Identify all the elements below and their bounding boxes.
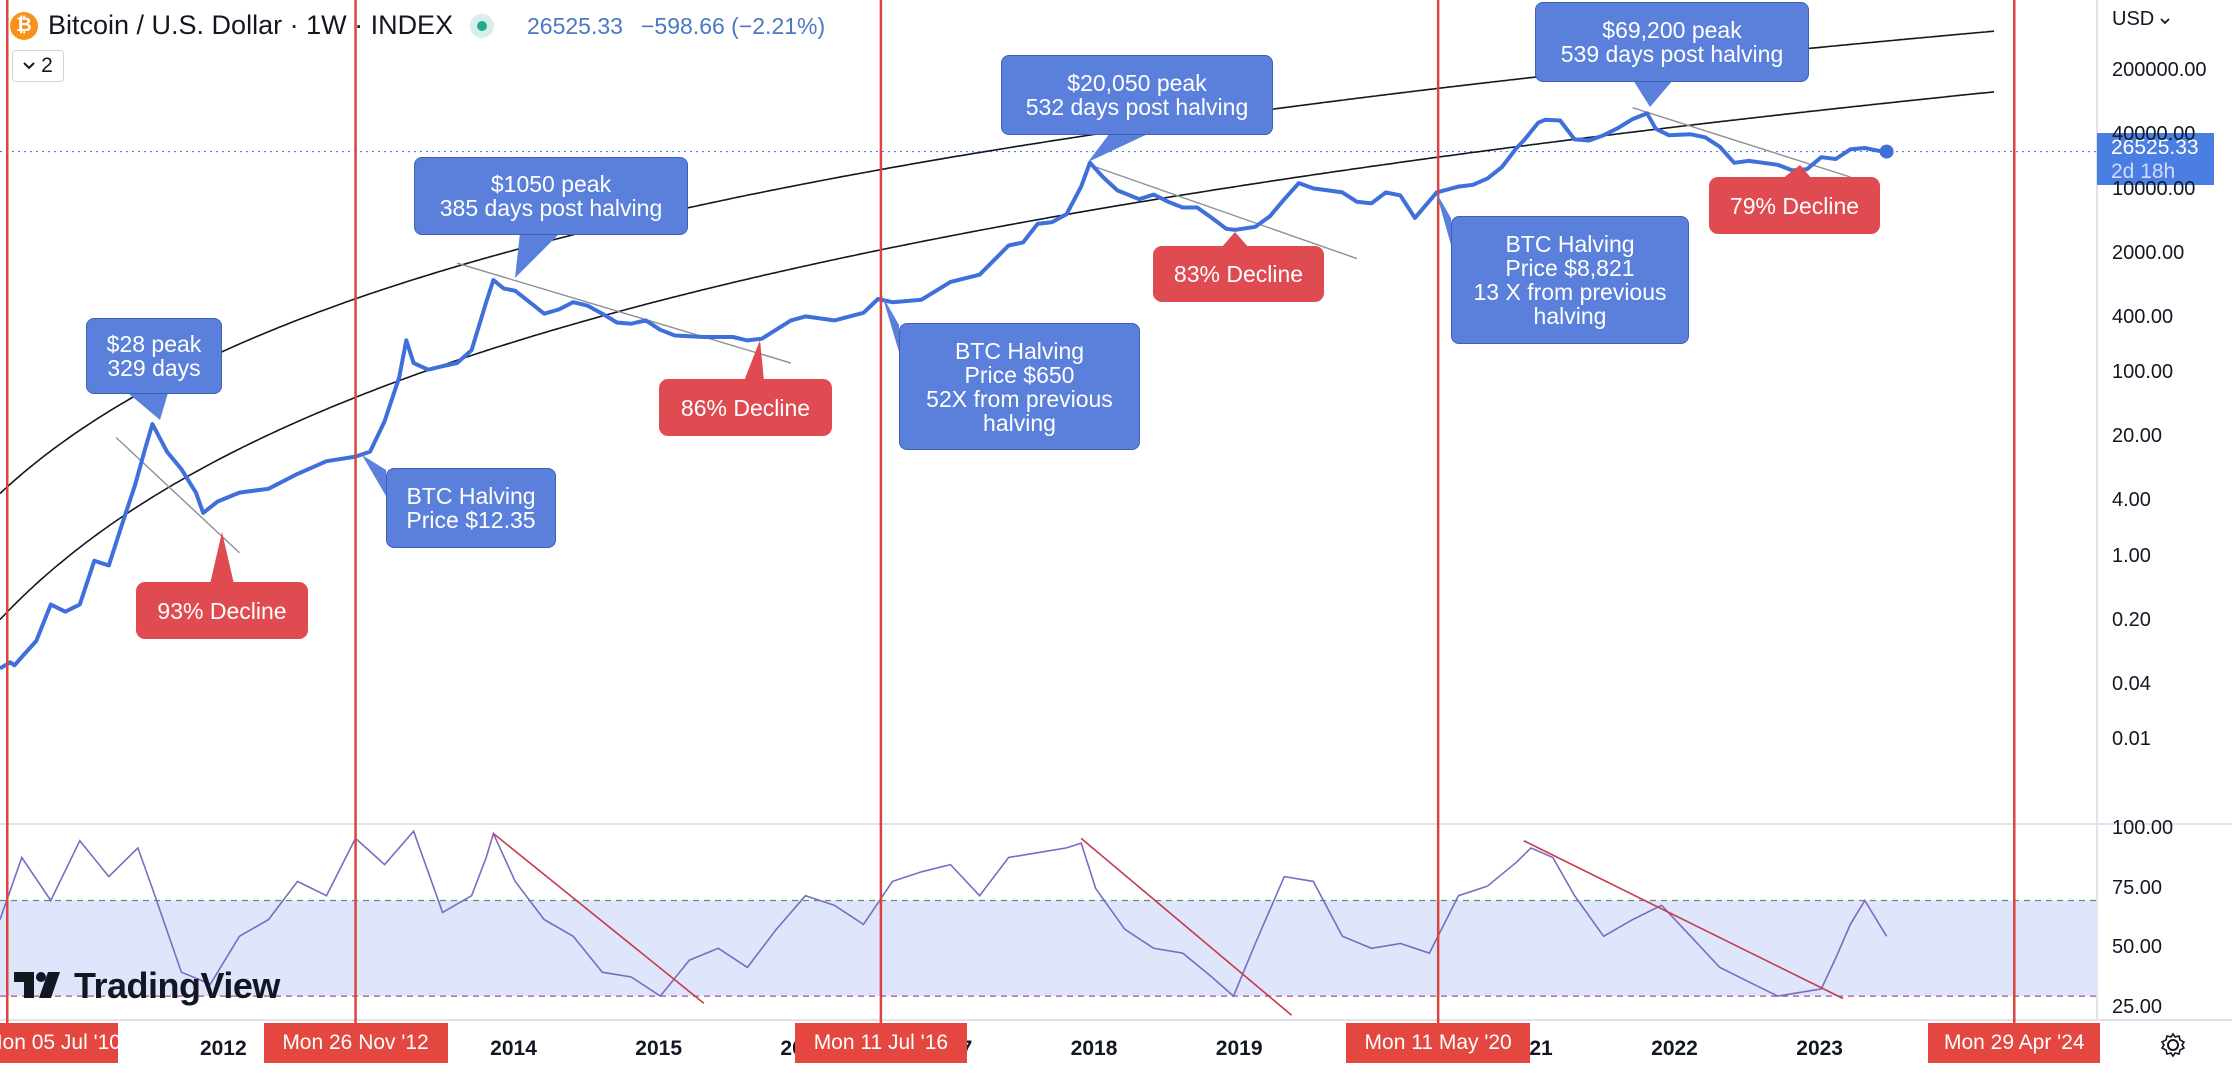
- rsi-axis-label: 25.00: [2112, 996, 2163, 1019]
- tradingview-logo-text: TradingView: [74, 965, 280, 1006]
- last-price-marker: [1879, 144, 1894, 159]
- rsi-trend-line-1: [1080, 837, 1293, 1016]
- rsi-axis-label: 75.00: [2112, 876, 2163, 899]
- price-axis-label: 10000.00: [2112, 178, 2196, 201]
- annotation-pointer-5: [882, 295, 899, 352]
- peak-label-2017: $20,050 peak 532 days post halving: [1001, 55, 1273, 135]
- halving-date-tag: Mon 26 Nov '12: [263, 1023, 448, 1063]
- rsi-trend-line-2: [1523, 840, 1844, 1000]
- time-axis-label: 2015: [635, 1037, 683, 1060]
- annotation-pointer-2: [1088, 133, 1150, 162]
- chevron-down-icon: [23, 62, 35, 70]
- price-axis-label: 0.01: [2112, 727, 2151, 750]
- annotation-pointer-9: [1221, 232, 1249, 248]
- rsi-trend-line-0: [492, 832, 705, 1004]
- currency-label: USD: [2112, 8, 2155, 30]
- currency-selector[interactable]: USD: [2112, 8, 2170, 31]
- peak-label-2013: $1050 peak 385 days post halving: [414, 157, 688, 235]
- last-price-tag: 26525.33 2d 18h: [2097, 133, 2214, 185]
- price-axis-label: 0.04: [2112, 672, 2151, 695]
- annotation-pointer-0: [128, 393, 168, 420]
- trend-line-2: [1095, 166, 1358, 260]
- price-series-line: [0, 111, 1887, 671]
- tradingview-logo[interactable]: TradingView: [14, 965, 280, 1007]
- bitcoin-icon: ₿: [10, 12, 38, 40]
- annotation-pointer-4: [362, 455, 386, 496]
- decline-label-2011: 93% Decline: [136, 582, 308, 639]
- collapse-count: 2: [41, 54, 53, 77]
- halving-date-tag: Mon 11 May '20: [1346, 1023, 1531, 1063]
- decline-label-2015: 86% Decline: [659, 379, 832, 436]
- header-price: 26525.33: [527, 13, 623, 39]
- decline-label-2022: 79% Decline: [1709, 177, 1880, 234]
- halving-label-2016: BTC Halving Price $650 52X from previous…: [899, 323, 1140, 450]
- collapse-indicators-button[interactable]: 2: [12, 50, 64, 82]
- bar-countdown: 2d 18h: [2111, 160, 2176, 183]
- time-axis-label: 2014: [490, 1037, 537, 1060]
- rsi-axis-label: 50.00: [2112, 936, 2163, 959]
- tradingview-logo-icon: [14, 972, 60, 998]
- price-axis-label: 2000.00: [2112, 242, 2185, 265]
- symbol-title[interactable]: Bitcoin / U.S. Dollar · 1W · INDEX: [48, 10, 454, 40]
- time-axis-label: 2022: [1651, 1037, 1698, 1060]
- price-axis-label: 40000.00: [2112, 123, 2196, 146]
- time-axis-label: 2018: [1070, 1037, 1118, 1060]
- price-axis-label: 400.00: [2112, 306, 2174, 329]
- price-axis-label: 200000.00: [2112, 59, 2207, 82]
- trend-line-0: [115, 436, 240, 554]
- annotation-pointer-7: [210, 532, 234, 584]
- time-axis-label: 2019: [1215, 1037, 1263, 1060]
- price-axis-label: 4.00: [2112, 489, 2151, 512]
- annotation-pointer-8: [744, 340, 764, 381]
- annotation-pointer-6: [1436, 192, 1451, 245]
- halving-label-2020: BTC Halving Price $8,821 13 X from previ…: [1451, 216, 1689, 344]
- chevron-down-icon: [2160, 18, 2170, 25]
- rsi-band: [0, 900, 2097, 997]
- rsi-axis-label: 100.00: [2112, 816, 2174, 839]
- trend-line-3: [1632, 107, 1851, 178]
- time-axis-label: 2023: [1796, 1037, 1843, 1060]
- price-axis-label: 0.20: [2112, 608, 2151, 631]
- halving-date-tag: Mon 11 Jul '16: [794, 1023, 967, 1063]
- price-axis-label: 100.00: [2112, 361, 2174, 384]
- market-status-icon: [470, 14, 494, 38]
- header-change: −598.66 (−2.21%): [641, 13, 826, 39]
- price-axis-label: 20.00: [2112, 425, 2163, 448]
- last-price-value: 26525.33: [2111, 136, 2199, 159]
- settings-icon[interactable]: [2160, 1032, 2186, 1058]
- price-axis-label: 1.00: [2112, 544, 2151, 567]
- time-axis-label: 2012: [199, 1037, 247, 1060]
- halving-date-tag: Mon 29 Apr '24: [1928, 1023, 2101, 1063]
- trend-line-1: [456, 262, 792, 364]
- halving-label-2012: BTC Halving Price $12.35: [386, 468, 556, 548]
- peak-label-2021: $69,200 peak 539 days post halving: [1535, 2, 1809, 82]
- annotation-pointer-10: [1782, 165, 1812, 179]
- halving-date-tag: Mon 05 Jul '10: [0, 1023, 121, 1063]
- peak-label-2011: $28 peak 329 days: [86, 318, 222, 394]
- lower-power-law-curve: [0, 91, 1995, 621]
- annotation-pointer-3: [1633, 80, 1673, 107]
- annotation-pointer-1: [515, 233, 560, 278]
- decline-label-2018: 83% Decline: [1153, 246, 1324, 302]
